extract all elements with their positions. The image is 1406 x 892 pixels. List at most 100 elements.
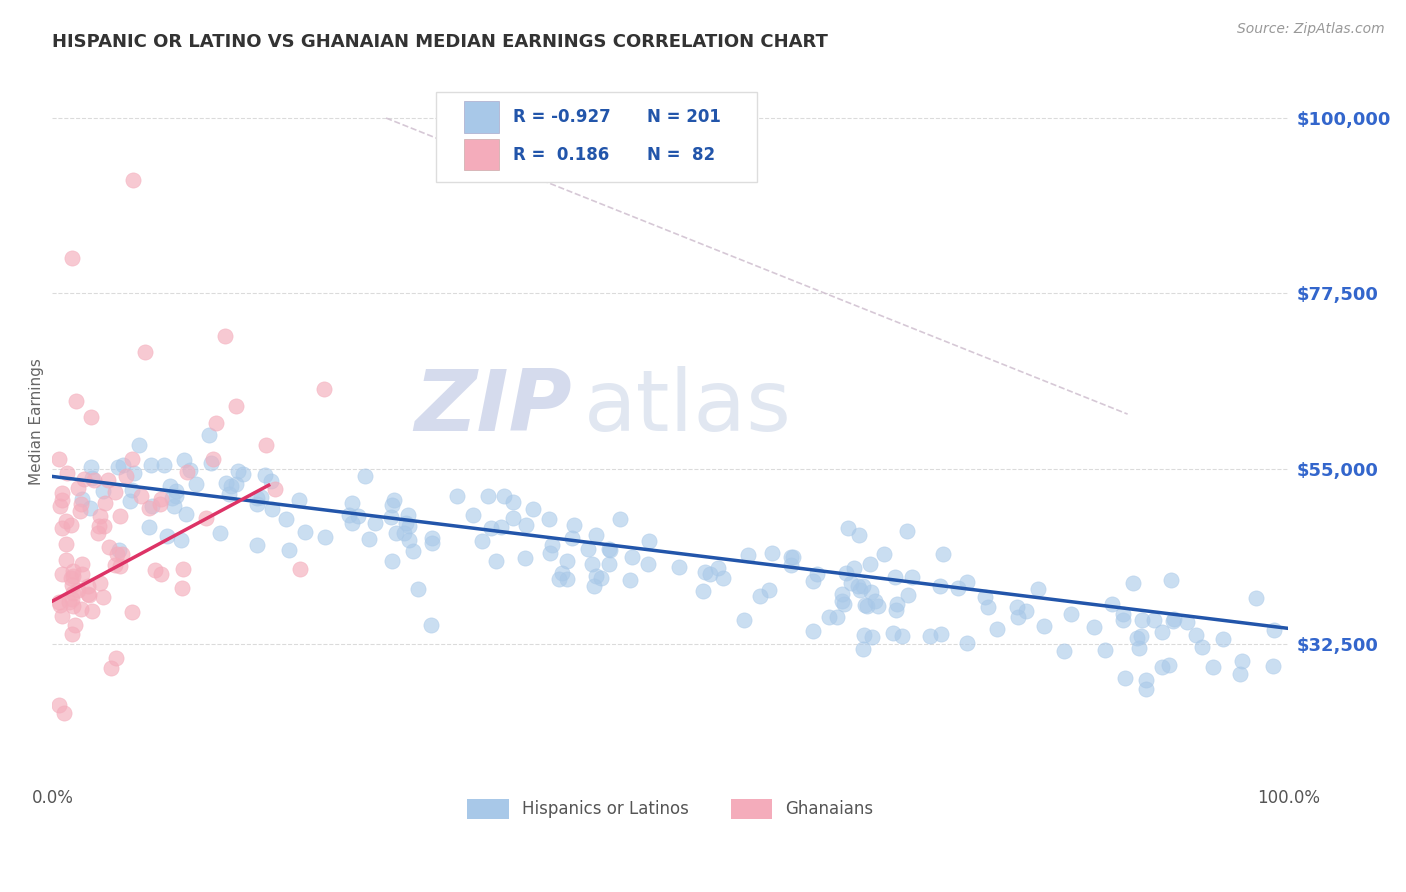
Point	[163, 499, 186, 513]
Point	[108, 508, 131, 523]
Point	[557, 554, 579, 568]
Point	[385, 525, 408, 540]
Point	[598, 558, 620, 572]
Point	[98, 541, 121, 555]
Point	[232, 467, 254, 482]
Point	[87, 526, 110, 541]
Point	[1005, 599, 1028, 614]
Point	[920, 629, 942, 643]
Point	[80, 459, 103, 474]
Point	[49, 599, 72, 613]
Point	[831, 594, 853, 608]
Point	[502, 495, 524, 509]
Point	[79, 500, 101, 515]
Point	[105, 547, 128, 561]
Point	[93, 484, 115, 499]
Point	[128, 438, 150, 452]
Point	[398, 519, 420, 533]
Point	[555, 572, 578, 586]
Point	[73, 472, 96, 486]
Text: R =  0.186: R = 0.186	[513, 145, 610, 163]
Point	[591, 571, 613, 585]
Point	[599, 543, 621, 558]
Point	[538, 511, 561, 525]
Point	[55, 466, 77, 480]
Point	[489, 520, 512, 534]
Point	[382, 492, 405, 507]
Point	[839, 575, 862, 590]
FancyBboxPatch shape	[464, 139, 499, 170]
Point	[314, 382, 336, 396]
Point	[817, 609, 839, 624]
Point	[1185, 628, 1208, 642]
Point	[562, 517, 585, 532]
Point	[619, 573, 641, 587]
Point	[172, 562, 194, 576]
Point	[886, 597, 908, 611]
Point	[1094, 643, 1116, 657]
Point	[174, 507, 197, 521]
Point	[122, 466, 145, 480]
Point	[780, 549, 803, 564]
Point	[668, 560, 690, 574]
Point	[956, 636, 979, 650]
Point	[226, 464, 249, 478]
Point	[897, 588, 920, 602]
Point	[695, 565, 717, 579]
Point	[561, 531, 583, 545]
Point	[104, 485, 127, 500]
Point	[184, 476, 207, 491]
Point	[402, 544, 425, 558]
Point	[62, 568, 84, 582]
Point	[479, 520, 502, 534]
Point	[831, 587, 853, 601]
Point	[93, 518, 115, 533]
Point	[461, 508, 484, 522]
Point	[1246, 591, 1268, 605]
Point	[55, 553, 77, 567]
Point	[62, 586, 84, 600]
Point	[855, 599, 877, 613]
Point	[873, 547, 896, 561]
Point	[347, 509, 370, 524]
Point	[1083, 620, 1105, 634]
Point	[153, 458, 176, 473]
Point	[65, 394, 87, 409]
Point	[1033, 619, 1056, 633]
Point	[80, 410, 103, 425]
Point	[1128, 641, 1150, 656]
Point	[276, 511, 298, 525]
Point	[357, 532, 380, 546]
FancyBboxPatch shape	[464, 102, 499, 133]
Text: Source: ZipAtlas.com: Source: ZipAtlas.com	[1237, 22, 1385, 37]
Point	[51, 492, 73, 507]
Point	[77, 587, 100, 601]
Point	[246, 491, 269, 505]
Point	[55, 536, 77, 550]
Point	[637, 557, 659, 571]
Point	[733, 613, 755, 627]
Point	[866, 599, 889, 614]
Point	[165, 483, 187, 498]
Point	[515, 517, 537, 532]
Point	[398, 533, 420, 547]
Point	[342, 496, 364, 510]
Point	[758, 582, 780, 597]
Point	[621, 550, 644, 565]
Point	[62, 592, 84, 607]
Point	[477, 489, 499, 503]
Point	[928, 579, 950, 593]
Text: ZIP: ZIP	[413, 366, 571, 449]
Point	[860, 584, 883, 599]
Point	[494, 490, 516, 504]
Point	[254, 438, 277, 452]
Point	[420, 618, 443, 632]
Point	[165, 489, 187, 503]
Point	[107, 460, 129, 475]
Point	[200, 456, 222, 470]
Point	[1152, 624, 1174, 639]
Point	[60, 626, 83, 640]
Point	[946, 581, 969, 595]
Point	[194, 511, 217, 525]
Point	[974, 590, 997, 604]
